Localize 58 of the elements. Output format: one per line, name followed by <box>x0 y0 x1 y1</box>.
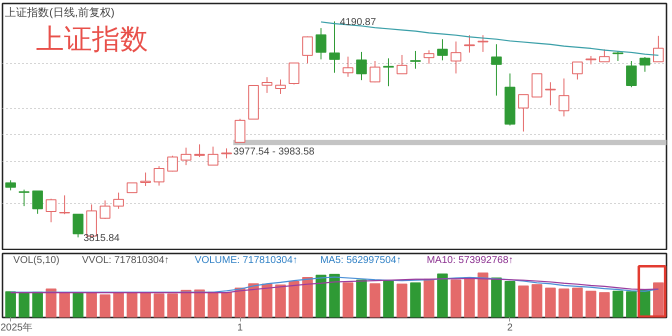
candlestick <box>329 20 340 74</box>
candlestick <box>370 60 380 83</box>
band-label: 3977.54 - 3983.58 <box>233 146 315 158</box>
candlestick <box>464 34 475 54</box>
candlestick <box>491 44 502 96</box>
candlestick <box>154 166 164 186</box>
text: VVOL: 717810304↑ <box>82 254 170 266</box>
candlestick <box>32 190 43 214</box>
text: MA5: 562997504↑ <box>320 254 402 266</box>
candlestick <box>262 76 272 94</box>
x-tick-label: 2025年 <box>0 322 33 334</box>
candlestick <box>450 41 462 74</box>
candlestick <box>18 189 30 207</box>
annotation: 上证指数 <box>36 23 148 54</box>
x-tick-label: 1 <box>237 322 244 334</box>
candlestick <box>275 79 286 94</box>
candlestick <box>612 50 624 62</box>
candlestick <box>180 147 192 166</box>
candlestick <box>302 36 313 64</box>
text: VOLUME: 717810304↑ <box>194 254 298 266</box>
candlestick <box>126 182 138 194</box>
chart-title: 上证指数(日线,前复权) <box>5 6 115 20</box>
candlestick <box>113 192 124 210</box>
candlestick <box>572 61 583 80</box>
candlestick <box>356 51 367 81</box>
candlestick <box>342 56 354 78</box>
candlestick <box>558 78 570 117</box>
candlestick <box>5 180 16 191</box>
candlestick <box>437 38 448 61</box>
text: VOL(5,10) <box>13 254 60 266</box>
candlestick <box>478 34 488 52</box>
candlestick <box>640 56 650 72</box>
candlestick <box>626 60 637 88</box>
candlestick <box>72 214 84 238</box>
candlestick <box>383 58 394 87</box>
candlestick <box>194 144 205 158</box>
candlestick <box>424 50 434 64</box>
candlestick <box>288 62 300 86</box>
text: MA10: 573992768↑ <box>426 254 514 266</box>
candlestick <box>234 118 246 144</box>
candlestick <box>100 200 110 220</box>
candlestick <box>653 35 664 62</box>
candlestick <box>599 48 610 62</box>
candlestick <box>167 155 178 172</box>
annotation: 4190.87 <box>340 16 376 28</box>
candlestick <box>208 146 218 166</box>
annotation: 3815.84 <box>83 232 120 244</box>
candlestick <box>221 148 232 159</box>
candlestick <box>518 94 529 132</box>
x-tick-label: 2 <box>507 322 514 334</box>
candlestick <box>545 82 556 106</box>
candlestick <box>410 50 421 70</box>
candlestick <box>46 198 56 223</box>
candlestick <box>140 172 151 186</box>
candlestick <box>396 54 408 75</box>
candlestick <box>532 72 542 98</box>
candlestick <box>316 28 326 60</box>
candlestick <box>59 194 70 215</box>
